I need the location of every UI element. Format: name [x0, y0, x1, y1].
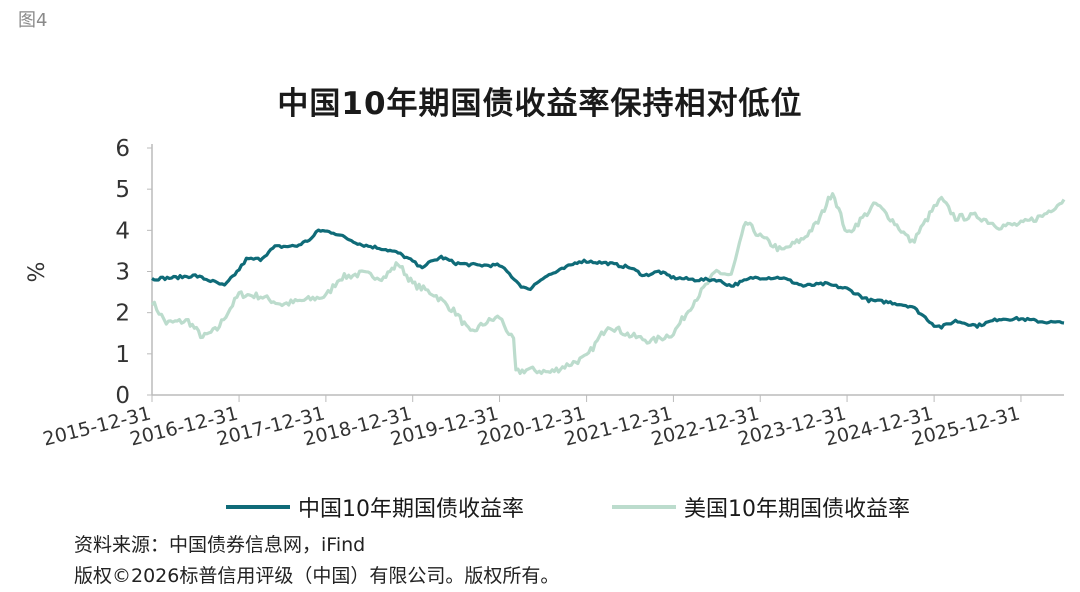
legend: 中国10年期国债收益率 美国10年期国债收益率	[0, 490, 1080, 524]
chart-title: 中国10年期国债收益率保持相对低位	[277, 86, 803, 122]
legend-swatch-china	[226, 505, 290, 509]
y-tick-label: 2	[115, 301, 130, 327]
legend-label-us: 美国10年期国债收益率	[684, 497, 910, 522]
series-line-china	[151, 228, 1065, 330]
y-axis-label: %	[25, 262, 50, 283]
series-line-us	[150, 192, 1066, 375]
y-tick-label: 3	[115, 260, 130, 286]
legend-label-china: 中国10年期国债收益率	[298, 497, 524, 522]
figure-label: 图4	[18, 10, 48, 31]
legend-item-china: 中国10年期国债收益率	[226, 490, 524, 524]
copyright-note: 版权©2026标普信用评级（中国）有限公司。版权所有。	[74, 565, 560, 587]
y-tick-label: 4	[115, 218, 130, 244]
legend-item-us: 美国10年期国债收益率	[612, 490, 910, 524]
legend-swatch-us	[612, 505, 676, 509]
y-tick-label: 5	[115, 177, 130, 203]
y-tick-label: 1	[115, 342, 130, 368]
y-tick-label: 0	[115, 383, 130, 409]
y-tick-label: 6	[115, 136, 130, 162]
source-note: 资料来源：中国债券信息网，iFind	[74, 534, 366, 556]
